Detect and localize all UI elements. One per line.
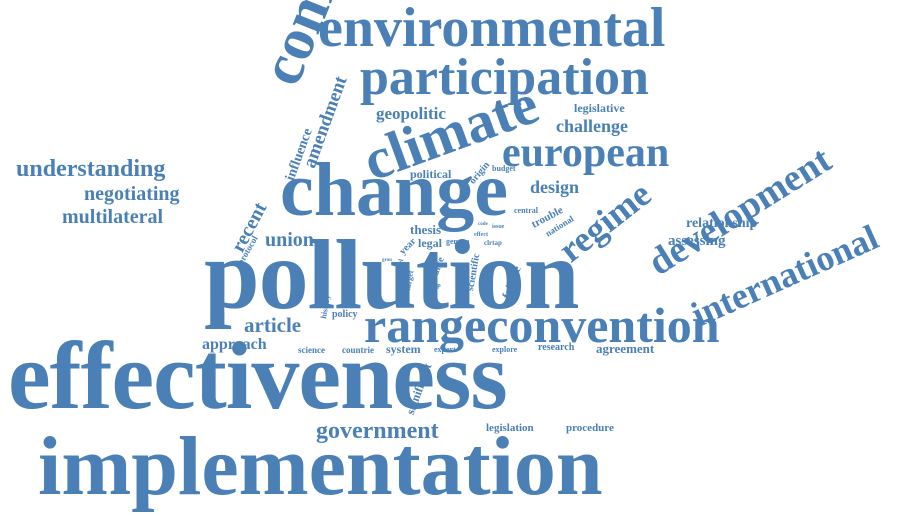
word-code: code [478, 222, 488, 227]
word-design: design [530, 177, 580, 197]
word-countrie: countrie [342, 345, 374, 355]
word-political: political [410, 167, 452, 181]
word-clrtap: clrtap [484, 239, 502, 247]
word-approach: approach [202, 336, 267, 353]
word-effectiveness: effectiveness [8, 322, 508, 429]
word-agreement: agreement [596, 341, 655, 356]
word-environmental: environmental [318, 0, 666, 59]
word-multilateral: multilateral [62, 206, 164, 228]
word-issue: issue [492, 224, 505, 230]
word-geopolitic: geopolitic [376, 104, 446, 123]
word-effect: effect [474, 232, 488, 238]
word-union: union [265, 229, 314, 251]
word-assessing: assessing [668, 233, 726, 249]
word-system: system [386, 342, 421, 356]
word-geneva: geneva [446, 237, 470, 246]
word-research: research [538, 342, 575, 353]
word-implementation: implementation [38, 420, 603, 513]
word-understanding: understanding [16, 156, 166, 182]
word-budget: budget [492, 164, 516, 173]
word-article: article [244, 313, 302, 337]
word-central: central [514, 206, 538, 215]
word-european: european [502, 130, 670, 176]
word-thesis: thesis [410, 222, 442, 237]
word-challenge: challenge [556, 116, 628, 136]
word-relationship: relationship [686, 216, 758, 231]
word-legislative: legislative [574, 101, 625, 115]
word-legal: legal [418, 236, 442, 250]
word-grou: grou [382, 258, 392, 263]
word-government: government [316, 418, 439, 444]
word-expert: expert [434, 345, 456, 354]
word-lrtap: lrtap [428, 283, 441, 289]
word-procedure: procedure [566, 422, 614, 434]
word-pollution: pollution [204, 219, 579, 330]
word-explore: explore [492, 345, 518, 354]
word-science: science [298, 345, 325, 355]
word-legislation: legislation [486, 422, 534, 434]
word-participation: participation [360, 49, 649, 106]
word-rangeconvention: rangeconvention [364, 297, 720, 353]
word-policy: policy [332, 309, 358, 320]
word-change: change [280, 148, 508, 232]
word-negotiating: negotiating [84, 183, 180, 205]
